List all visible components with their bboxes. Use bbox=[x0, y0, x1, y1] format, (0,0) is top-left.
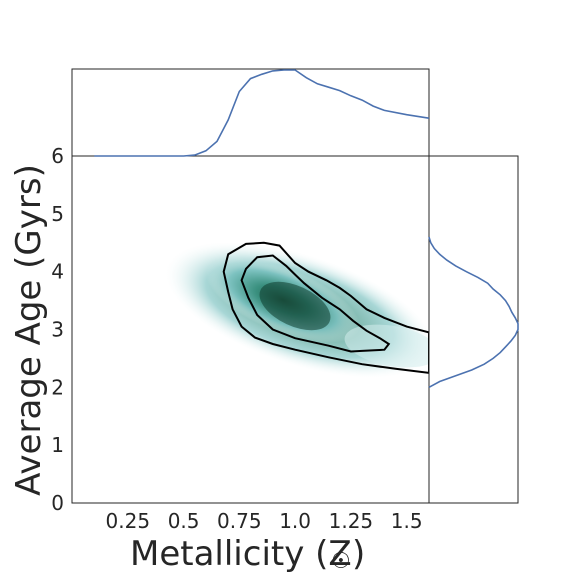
y-tick-label: 2 bbox=[51, 375, 64, 399]
main-plot-frame bbox=[71, 155, 430, 504]
y-tick-label: 0 bbox=[51, 491, 64, 515]
top-marginal-frame bbox=[71, 68, 430, 157]
x-tick-label: 0.75 bbox=[217, 509, 262, 533]
x-marginal-density-line bbox=[94, 69, 430, 157]
x-tick-label: 0.25 bbox=[106, 509, 151, 533]
right-marginal-frame bbox=[428, 155, 519, 504]
contour-outer bbox=[222, 241, 429, 374]
x-tick-label: 0.5 bbox=[168, 509, 200, 533]
x-tick-label: 1.0 bbox=[279, 509, 311, 533]
y-tick-label: 6 bbox=[51, 144, 64, 168]
x-tick-label: 1.25 bbox=[329, 509, 374, 533]
x-axis-label-close: ) bbox=[352, 534, 365, 574]
contour-inner bbox=[240, 254, 391, 353]
y-tick-label: 3 bbox=[51, 318, 64, 342]
x-axis-label-solar-symbol: ☉ bbox=[331, 549, 351, 574]
density-heatmap bbox=[165, 241, 429, 378]
y-axis-label: Average Age (Gyrs) bbox=[9, 164, 49, 496]
y-tick-label: 4 bbox=[51, 260, 64, 284]
x-tick-label: 1.5 bbox=[391, 509, 423, 533]
x-axis-label: Metallicity (Z bbox=[130, 534, 352, 574]
y-tick-label: 5 bbox=[51, 202, 64, 226]
y-tick-label: 1 bbox=[51, 433, 64, 457]
y-marginal-density-line bbox=[428, 236, 519, 389]
